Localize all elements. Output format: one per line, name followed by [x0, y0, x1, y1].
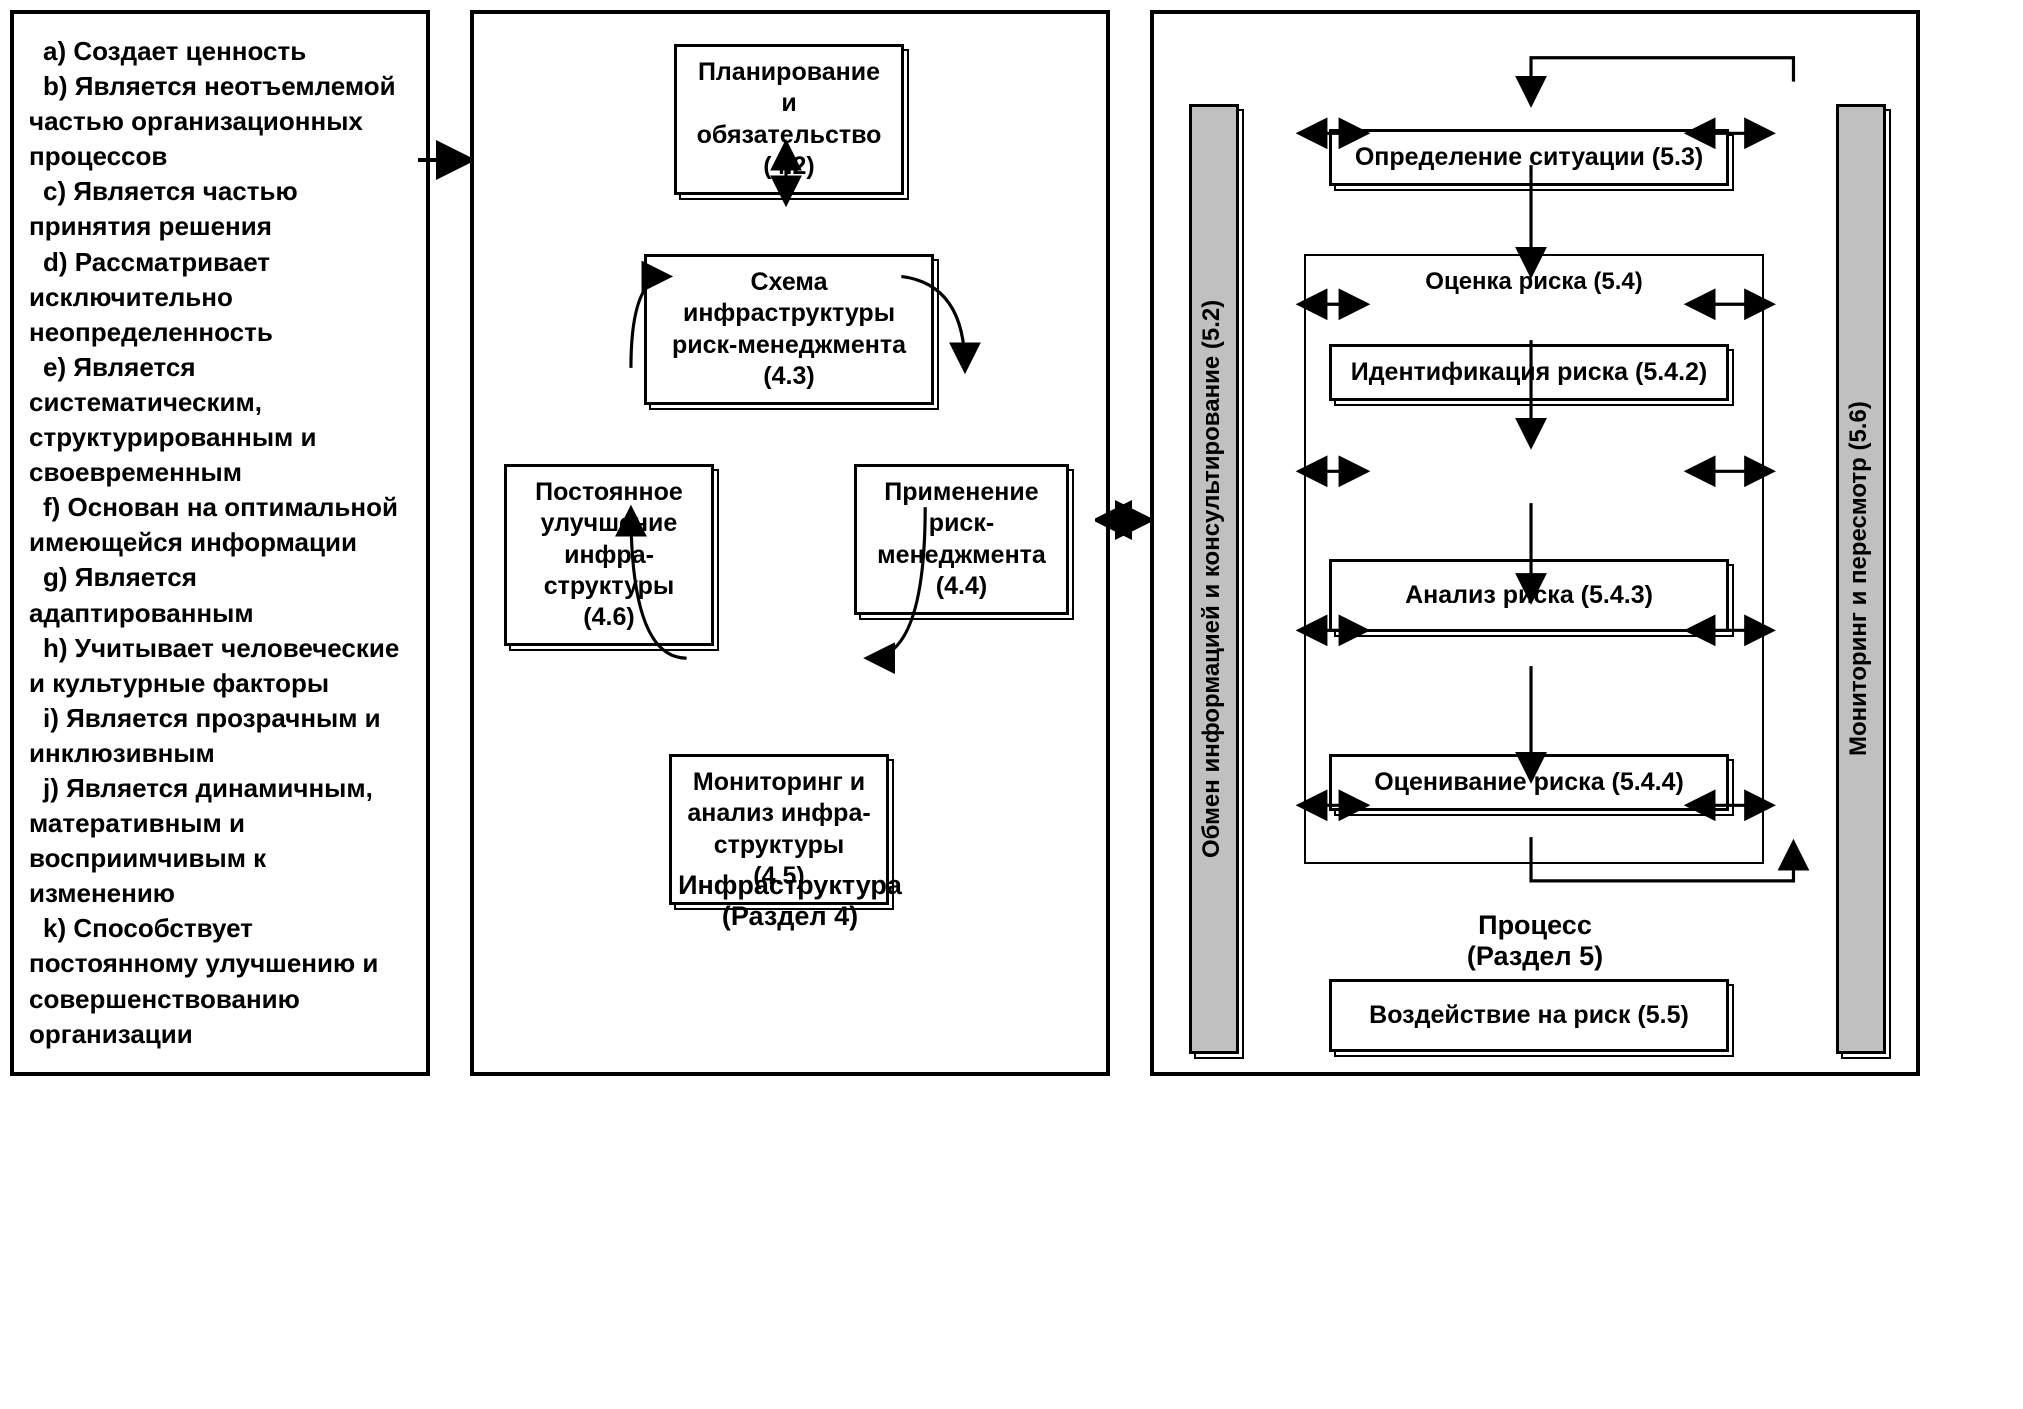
principle-item: b) Является неотъемлемой частью организа… [29, 69, 411, 174]
process-panel: Обмен информацией и консультирование (5.… [1150, 10, 1920, 1076]
infra-caption: Инфраструктура (Раздел 4) [474, 870, 1106, 932]
vbar-right-label: Мониторинг и пересмотр (5.6) [1845, 402, 1872, 757]
box-identify: Идентификация риска (5.4.2) [1329, 344, 1729, 401]
principles-list: a) Создает ценностьb) Является неотъемле… [29, 34, 411, 1052]
diagram-container: a) Создает ценностьb) Является неотъемле… [10, 10, 2013, 1076]
box-planning: Планирование и обязательство (4.2) [674, 44, 904, 195]
process-caption-l1: Процесс [1478, 910, 1592, 940]
box-improve-label: Постоянное улучшение инфра- структуры (4… [535, 478, 683, 631]
process-caption: Процесс (Раздел 5) [1154, 910, 1916, 972]
principles-panel: a) Создает ценностьb) Является неотъемле… [10, 10, 430, 1076]
infra-caption-l2: (Раздел 4) [722, 901, 858, 931]
box-improve: Постоянное улучшение инфра- структуры (4… [504, 464, 714, 646]
principle-item: h) Учитывает человеческие и культурные ф… [29, 631, 411, 701]
principle-item: f) Основан на оптимальной имеющейся инфо… [29, 490, 411, 560]
principle-item: g) Является адаптированным [29, 560, 411, 630]
principle-item: i) Является прозрачным и инклюзивным [29, 701, 411, 771]
principle-item: k) Способствует постоянному улучшению и … [29, 911, 411, 1051]
box-analysis-label: Анализ риска (5.4.3) [1405, 581, 1653, 609]
box-scheme-label: Схема инфраструктуры риск-менеджмента (4… [672, 268, 906, 390]
principle-item: d) Рассматривает исключительно неопредел… [29, 245, 411, 350]
box-context: Определение ситуации (5.3) [1329, 129, 1729, 186]
process-caption-l2: (Раздел 5) [1467, 941, 1603, 971]
principle-item: e) Является систематическим, структуриро… [29, 350, 411, 490]
infrastructure-panel: Планирование и обязательство (4.2) Схема… [470, 10, 1110, 1076]
box-apply-label: Применение риск- менеджмента (4.4) [877, 478, 1046, 600]
box-treat-label: Воздействие на риск (5.5) [1369, 1001, 1689, 1029]
box-planning-label: Планирование и обязательство (4.2) [697, 58, 882, 180]
box-scheme: Схема инфраструктуры риск-менеджмента (4… [644, 254, 934, 405]
principle-item: a) Создает ценность [29, 34, 411, 69]
box-identify-label: Идентификация риска (5.4.2) [1351, 358, 1708, 386]
principle-item: c) Является частью принятия решения [29, 174, 411, 244]
box-evaluate: Оценивание риска (5.4.4) [1329, 754, 1729, 811]
vbar-left-label: Обмен информацией и консультирование (5.… [1198, 300, 1225, 858]
box-evaluate-label: Оценивание риска (5.4.4) [1374, 768, 1684, 796]
box-treat: Воздействие на риск (5.5) [1329, 979, 1729, 1052]
box-analysis: Анализ риска (5.4.3) [1329, 559, 1729, 632]
infra-caption-l1: Инфраструктура [678, 870, 902, 900]
assessment-label: Оценка риска (5.4) [1306, 268, 1762, 296]
box-context-label: Определение ситуации (5.3) [1355, 143, 1703, 171]
principle-item: j) Является динамичным, матеративным и в… [29, 771, 411, 911]
box-apply: Применение риск- менеджмента (4.4) [854, 464, 1069, 615]
